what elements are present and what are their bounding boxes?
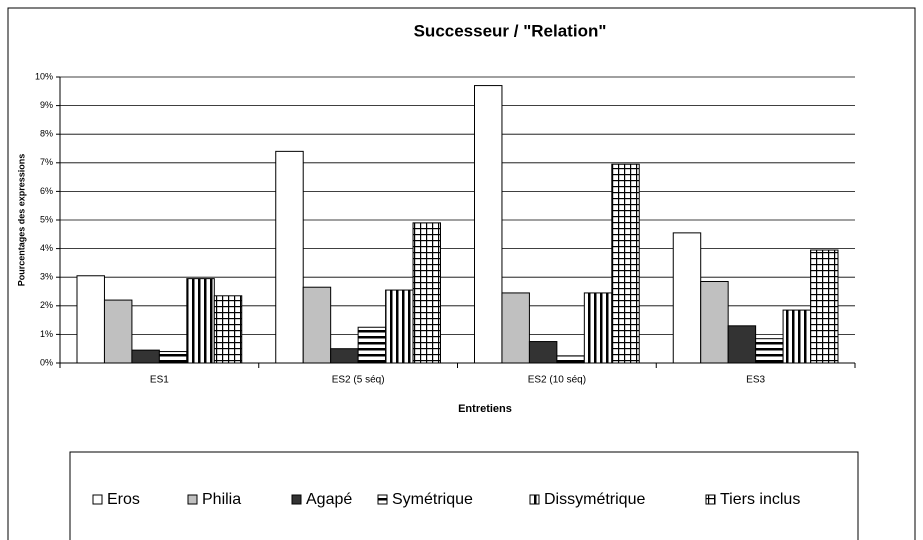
bar <box>186 278 215 364</box>
x-tick-label: ES3 <box>746 375 765 386</box>
legend-text: Tiers inclus <box>720 491 800 508</box>
bar <box>810 249 839 364</box>
y-tick-label: 8% <box>40 129 53 139</box>
y-tick-label: 7% <box>40 157 53 167</box>
legend-text: Symétrique <box>392 491 473 508</box>
legend-swatch <box>291 494 302 505</box>
bar <box>528 341 558 364</box>
chart-title: Successeur / "Relation" <box>414 21 607 40</box>
bar <box>727 325 757 364</box>
bar <box>131 349 160 364</box>
bar <box>583 292 613 364</box>
bar <box>556 355 585 364</box>
bar <box>755 338 784 364</box>
bar <box>700 280 729 364</box>
legend-text: Eros <box>107 491 140 508</box>
bar <box>385 289 414 364</box>
bar <box>158 351 188 364</box>
legend-text: Philia <box>202 491 241 508</box>
y-tick-label: 4% <box>40 243 53 253</box>
x-axis-label: Entretiens <box>458 403 512 415</box>
y-tick-label: 10% <box>35 71 53 81</box>
legend-swatch <box>529 494 540 505</box>
bar <box>782 309 812 364</box>
legend-box <box>69 451 859 540</box>
legend-swatch <box>377 494 388 505</box>
y-tick-label: 9% <box>40 100 53 110</box>
legend-text: Agapé <box>306 491 352 508</box>
bar <box>213 295 243 364</box>
y-tick-label: 6% <box>40 186 53 196</box>
x-tick-label: ES2 (10 séq) <box>528 375 586 386</box>
bar <box>611 163 640 364</box>
bar <box>501 292 530 364</box>
bar <box>275 150 304 364</box>
bar <box>412 222 441 364</box>
legend-text: Dissymétrique <box>544 491 645 508</box>
bar <box>474 85 503 364</box>
y-tick-label: 1% <box>40 329 53 339</box>
chart-frame <box>7 7 916 540</box>
legend-swatch <box>187 494 198 505</box>
bar <box>103 299 133 364</box>
bar <box>357 326 387 364</box>
bar <box>76 275 105 364</box>
x-tick-label: ES1 <box>150 375 169 386</box>
legend-swatch <box>705 494 716 505</box>
bar <box>302 286 332 364</box>
bar <box>672 232 702 364</box>
y-tick-label: 0% <box>40 357 53 367</box>
y-tick-label: 3% <box>40 272 53 282</box>
y-tick-label: 5% <box>40 214 53 224</box>
y-tick-label: 2% <box>40 300 53 310</box>
bar <box>330 348 359 364</box>
x-tick-label: ES2 (5 séq) <box>332 375 385 386</box>
y-axis-label: Pourcentages des expressions <box>16 154 26 287</box>
legend-swatch <box>92 494 103 505</box>
